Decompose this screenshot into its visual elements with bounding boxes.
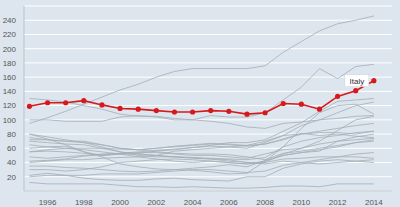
svg-text:2010: 2010 [292, 198, 310, 207]
svg-text:2012: 2012 [329, 198, 347, 207]
svg-text:180: 180 [8, 59, 17, 68]
svg-text:1998: 1998 [75, 198, 93, 207]
svg-text:80: 80 [8, 130, 17, 139]
svg-text:220: 220 [8, 30, 17, 39]
svg-text:100: 100 [8, 116, 17, 125]
svg-text:200: 200 [8, 45, 17, 54]
svg-text:140: 140 [8, 87, 17, 96]
svg-text:240: 240 [8, 16, 17, 25]
svg-text:60: 60 [8, 144, 17, 153]
svg-text:20: 20 [8, 173, 17, 182]
svg-text:Italy: Italy [350, 77, 365, 86]
svg-text:2008: 2008 [256, 198, 274, 207]
svg-text:40: 40 [8, 158, 17, 167]
svg-text:2014: 2014 [365, 198, 383, 207]
svg-text:120: 120 [8, 101, 17, 110]
svg-text:2000: 2000 [111, 198, 129, 207]
svg-text:2004: 2004 [184, 198, 202, 207]
svg-text:2006: 2006 [220, 198, 238, 207]
svg-text:1996: 1996 [39, 198, 57, 207]
svg-text:160: 160 [8, 73, 17, 82]
svg-text:2002: 2002 [147, 198, 165, 207]
